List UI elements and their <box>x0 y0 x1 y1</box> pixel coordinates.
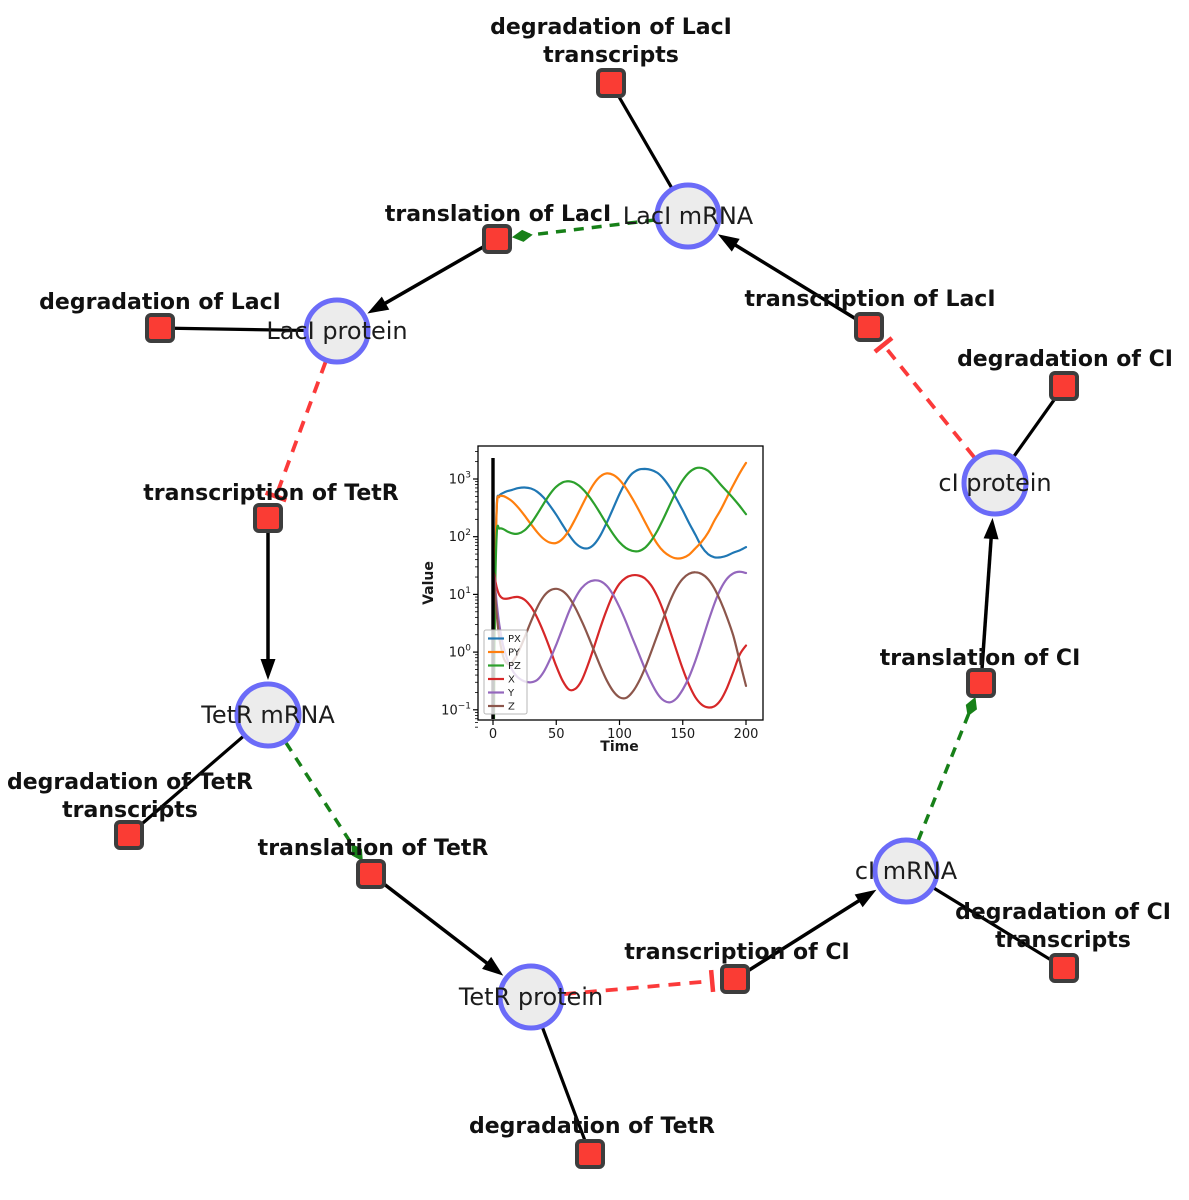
species-label-tetr_protein: TetR protein <box>458 983 603 1011</box>
edge-consumption-tetr_protein-deg_tetr <box>540 1026 587 1143</box>
species-node-laci_protein[interactable] <box>303 297 371 365</box>
species-label-ci_mrna: cI mRNA <box>855 857 958 885</box>
y-tick-label: 103 <box>449 471 471 488</box>
y-tick-label: 101 <box>449 586 471 603</box>
arrowhead-icon <box>717 234 740 252</box>
series-curve-PY <box>492 461 748 719</box>
arrowhead-icon <box>854 889 877 908</box>
legend-label-Z: Z <box>508 702 515 713</box>
reaction-label-deg_ci_tx: transcripts <box>995 928 1131 953</box>
reaction-node-deg_tetr[interactable] <box>575 1139 605 1169</box>
reaction-label-deg_laci_tx: transcripts <box>543 43 679 68</box>
reaction-label-transl_ci: translation of CI <box>880 646 1081 671</box>
y-tick-label: 100 <box>449 644 472 661</box>
reaction-label-transl_tetr: translation of TetR <box>258 836 489 861</box>
species-label-ci_protein: cI protein <box>938 469 1051 497</box>
edge-production-transl_ci-ci_protein <box>980 530 994 669</box>
activation-arrowhead-icon <box>965 696 977 717</box>
inhibition-tee-icon <box>708 969 716 993</box>
reaction-node-deg_laci[interactable] <box>145 313 175 343</box>
edge-consumption-laci_protein-deg_laci <box>172 326 306 333</box>
reaction-label-deg_laci: degradation of LacI <box>39 290 281 315</box>
edge-inhibition-laci_protein-txn_tetr <box>274 361 328 497</box>
legend-label-X: X <box>508 675 515 686</box>
y-axis-title: Value <box>421 561 437 605</box>
series-curve-PZ <box>492 466 748 719</box>
species-node-tetr_protein[interactable] <box>497 963 565 1031</box>
reaction-label-deg_ci: degradation of CI <box>957 347 1173 372</box>
x-tick-label: 0 <box>489 727 497 742</box>
reaction-label-deg_tetr_tx: degradation of TetR <box>7 770 253 795</box>
reaction-node-deg_tetr_tx[interactable] <box>114 820 144 850</box>
edge-inhibition-tetr_protein-txn_ci <box>563 979 712 996</box>
species-node-laci_mrna[interactable] <box>654 182 722 250</box>
edge-production-transl_tetr-tetr_protein <box>381 881 495 970</box>
reaction-label-txn_ci: transcription of CI <box>624 940 849 965</box>
legend-label-PZ: PZ <box>508 661 521 672</box>
legend-label-Y: Y <box>507 688 515 699</box>
inhibition-tee-icon <box>873 336 894 354</box>
reaction-node-transl_laci[interactable] <box>482 224 512 254</box>
legend-label-PY: PY <box>508 648 521 659</box>
edge-activation-laci_mrna-transl_laci <box>526 218 656 238</box>
reaction-node-txn_laci[interactable] <box>854 312 884 342</box>
reaction-label-deg_tetr: degradation of TetR <box>469 1114 715 1139</box>
arrowhead-icon <box>260 659 276 680</box>
reaction-label-txn_tetr: transcription of TetR <box>143 481 399 506</box>
species-label-laci_protein: LacI protein <box>266 317 407 345</box>
edge-production-transl_laci-laci_protein <box>377 244 485 309</box>
x-axis-title: Time <box>600 739 638 755</box>
arrowhead-icon <box>983 517 999 540</box>
edge-inhibition-ci_protein-txn_laci <box>882 344 976 459</box>
edge-consumption-ci_mrna-deg_ci_tx <box>932 886 1054 963</box>
edge-layer <box>137 93 1058 1143</box>
species-node-ci_mrna[interactable] <box>872 837 940 905</box>
reaction-node-deg_ci[interactable] <box>1049 371 1079 401</box>
timeseries-inset-plot: 103 102 101 100 10−1 0 50 100 150 200 Time Value PX P… <box>421 445 764 755</box>
reaction-label-deg_tetr_tx: transcripts <box>62 798 198 823</box>
arrowhead-icon <box>482 956 504 976</box>
x-tick-label: 200 <box>734 727 759 742</box>
edge-production-txn_ci-ci_mrna <box>746 895 867 973</box>
series-curve-PX <box>492 467 748 719</box>
reaction-label-txn_laci: transcription of LacI <box>744 287 995 312</box>
reaction-node-deg_laci_tx[interactable] <box>596 68 626 98</box>
edge-consumption-tetr_mrna-deg_tetr_tx <box>137 734 245 828</box>
reaction-node-txn_tetr[interactable] <box>253 503 283 533</box>
reaction-node-txn_ci[interactable] <box>720 964 750 994</box>
axes-spines <box>477 445 764 721</box>
node-layer <box>114 68 1079 1169</box>
species-label-tetr_mrna: TetR mRNA <box>200 701 335 729</box>
reaction-node-transl_tetr[interactable] <box>356 859 386 889</box>
node-label-layer: LacI mRNA LacI protein TetR mRNA TetR prote… <box>7 15 1173 1139</box>
species-label-laci_mrna: LacI mRNA <box>623 202 754 230</box>
reaction-node-transl_ci[interactable] <box>966 668 996 698</box>
edge-activation-tetr_mrna-transl_tetr <box>284 741 357 850</box>
activation-arrowhead-icon <box>351 843 363 862</box>
edge-activation-ci_mrna-transl_ci <box>916 710 972 841</box>
reaction-label-deg_laci_tx: degradation of LacI <box>490 15 732 40</box>
y-tick-label: 10−1 <box>441 701 471 718</box>
edge-consumption-laci_mrna-deg_laci_tx <box>616 93 674 190</box>
arrowhead-icon <box>367 296 390 314</box>
activation-arrowhead-icon <box>511 229 533 242</box>
legend-label-PX: PX <box>508 634 521 645</box>
edge-consumption-ci_protein-deg_ci <box>1012 395 1058 458</box>
edge-production-txn_laci-laci_mrna <box>728 239 858 321</box>
y-tick-label: 102 <box>449 528 471 545</box>
reaction-node-deg_ci_tx[interactable] <box>1049 953 1079 983</box>
species-node-ci_protein[interactable] <box>961 449 1029 517</box>
reaction-label-transl_laci: translation of LacI <box>385 202 611 227</box>
x-tick-label: 50 <box>548 727 565 742</box>
x-tick-label: 100 <box>607 727 632 742</box>
x-tick-label: 150 <box>670 727 695 742</box>
species-node-tetr_mrna[interactable] <box>234 681 302 749</box>
inhibition-tee-icon <box>264 490 288 503</box>
reaction-label-deg_ci_tx: degradation of CI <box>955 900 1171 925</box>
series-curve-X <box>491 570 748 709</box>
